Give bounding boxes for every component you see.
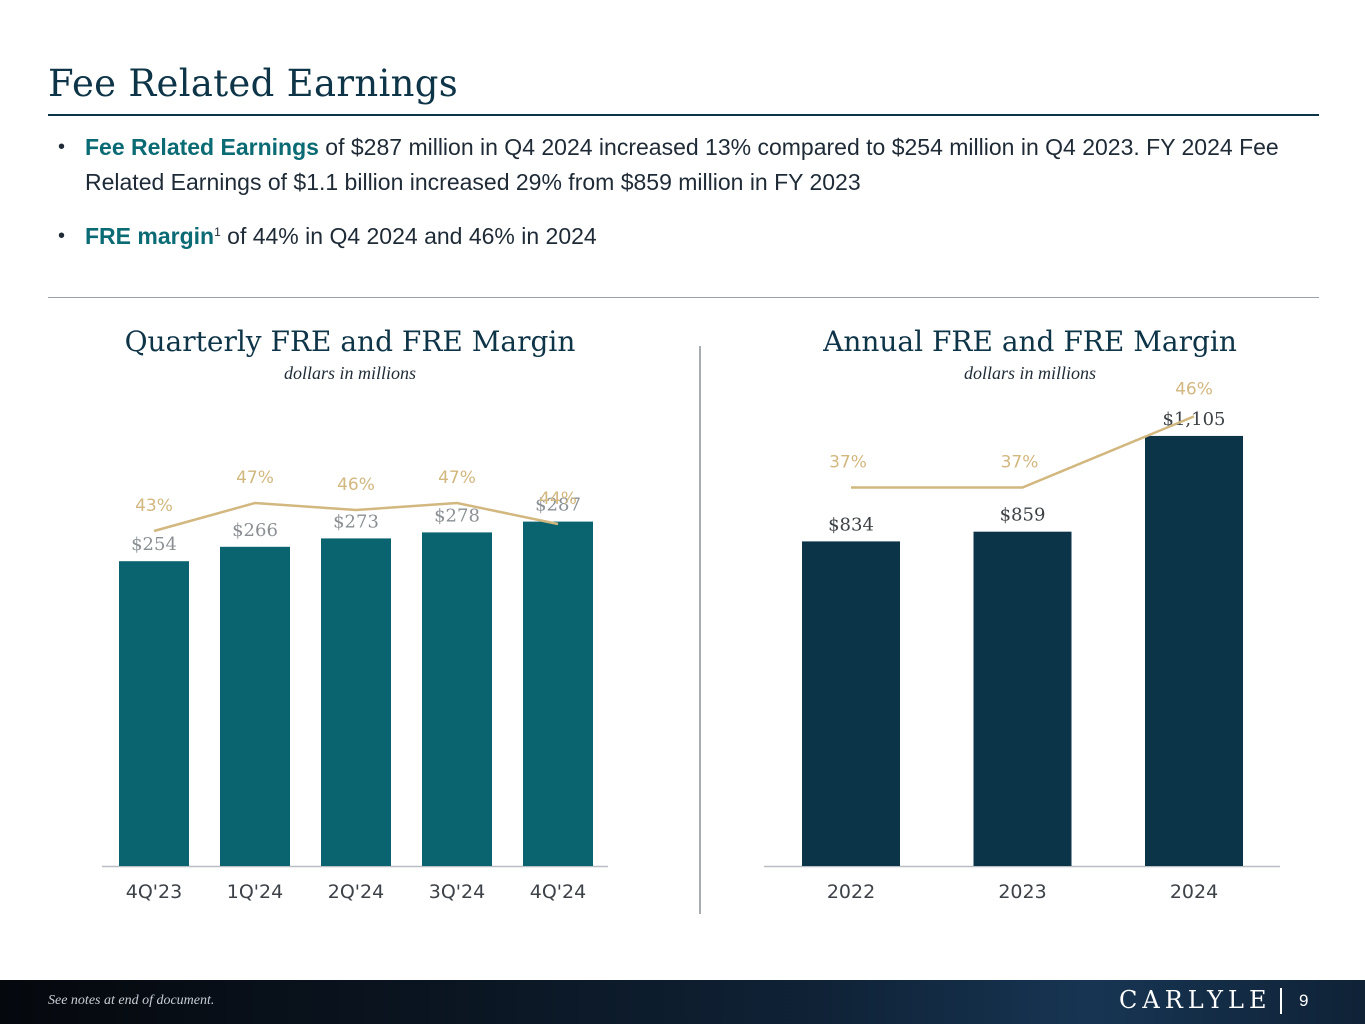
page-number: 9 [1299, 991, 1309, 1010]
bullet-dot-icon: • [58, 225, 66, 247]
bullet-text: of $287 million in Q4 2024 increased 13%… [85, 134, 1279, 195]
bullet-fre-margin: • FRE margin1 of 44% in Q4 2024 and 46% … [58, 219, 1308, 254]
footer-bar: See notes at end of document. CARLYLE 9 [0, 980, 1365, 1024]
quarterly-bar [119, 561, 189, 866]
quarterly-bar-value-label: $273 [333, 511, 379, 532]
quarterly-chart-title: Quarterly FRE and FRE Margin [124, 325, 576, 358]
quarterly-x-tick-label: 2Q'24 [328, 881, 384, 903]
annual-x-tick-label: 2024 [1170, 881, 1218, 903]
annual-margin-label: 37% [1001, 453, 1039, 473]
quarterly-x-tick-label: 3Q'24 [429, 881, 485, 903]
quarterly-chart-subtitle: dollars in millions [283, 363, 417, 383]
quarterly-margin-label: 47% [438, 468, 476, 488]
annual-margin-label: 37% [829, 453, 867, 473]
bullet-fre: • Fee Related Earnings of $287 million i… [58, 130, 1308, 200]
brand-logo: CARLYLE [1119, 986, 1272, 1014]
quarterly-margin-label: 43% [135, 496, 173, 516]
quarterly-x-tick-label: 4Q'24 [530, 881, 586, 903]
title-divider [48, 114, 1319, 116]
quarterly-bar [523, 521, 593, 866]
quarterly-bar-value-label: $278 [434, 505, 480, 526]
annual-margin-label: 46% [1175, 379, 1213, 399]
annual-chart-title: Annual FRE and FRE Margin [823, 325, 1237, 358]
quarterly-bar [220, 546, 290, 866]
quarterly-bar-value-label: $266 [232, 520, 278, 541]
quarterly-margin-label: 46% [337, 475, 375, 495]
quarterly-x-tick-label: 1Q'24 [227, 881, 283, 903]
footnote-marker: 1 [214, 225, 221, 239]
bullet-dot-icon: • [58, 136, 66, 158]
quarterly-margin-line [153, 501, 559, 533]
annual-bar-value-label: $859 [1000, 505, 1046, 526]
annual-margin-line [851, 415, 1195, 489]
section-divider [48, 297, 1319, 298]
annual-bar [802, 541, 900, 866]
annual-x-tick-label: 2022 [827, 881, 875, 903]
footer-note: See notes at end of document. [48, 993, 215, 1008]
bullet-highlight: FRE margin [85, 223, 215, 249]
annual-x-tick-label: 2023 [998, 881, 1046, 903]
bullet-text: of 44% in Q4 2024 and 46% in 2024 [220, 223, 597, 249]
annual-bar-value-label: $1,105 [1163, 409, 1226, 430]
brand-divider [1280, 988, 1282, 1014]
annual-bar-value-label: $834 [828, 514, 874, 535]
quarterly-bar-value-label: $287 [535, 495, 581, 516]
summary-bullets: • Fee Related Earnings of $287 million i… [58, 130, 1308, 273]
page-title: Fee Related Earnings [48, 62, 458, 105]
quarterly-bar [422, 532, 492, 866]
chart-divider [699, 346, 701, 914]
annual-chart-subtitle: dollars in millions [963, 363, 1097, 383]
annual-bar [973, 531, 1072, 866]
bullet-highlight: Fee Related Earnings [85, 134, 319, 160]
quarterly-margin-label: 44% [539, 489, 577, 509]
quarterly-bar [321, 538, 391, 866]
annual-bar [1145, 435, 1243, 866]
quarterly-x-tick-label: 4Q'23 [126, 881, 182, 903]
quarterly-bar-value-label: $254 [131, 534, 177, 555]
quarterly-margin-label: 47% [236, 468, 274, 488]
